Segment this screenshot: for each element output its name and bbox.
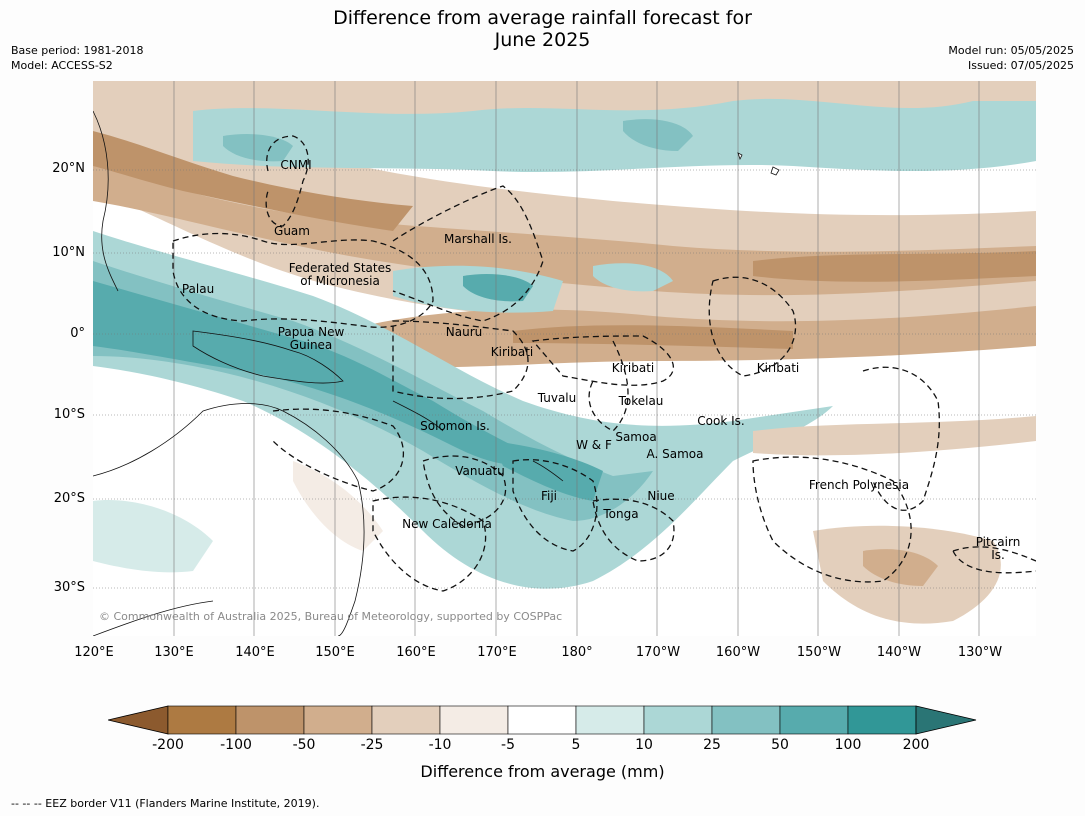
lon-label-180: 180° (561, 645, 593, 660)
region-fsm-line-1: Federated States (288, 261, 392, 275)
colorbar-segment (711, 705, 781, 735)
region-kiribati-central: Kiribati (611, 361, 655, 375)
lon-label-170w: 170°W (635, 645, 681, 660)
region-palau: Palau (181, 282, 215, 296)
lon-label-130w: 130°W (957, 645, 1003, 660)
gridlines (93, 81, 1036, 636)
lat-label-10n: 10°N (52, 245, 85, 260)
map-field (93, 81, 1036, 636)
lat-label-10s: 10°S (53, 407, 85, 422)
colorbar-segment (507, 705, 577, 735)
colorbar-extend-high (915, 705, 977, 735)
colorbar-tick-label: 200 (902, 737, 930, 753)
region-cnmi: CNMI (280, 158, 312, 172)
region-tuvalu: Tuvalu (537, 391, 577, 405)
base-period: Base period: 1981-2018 (11, 44, 144, 57)
copyright-notice: © Commonwealth of Australia 2025, Bureau… (99, 610, 563, 623)
region-fiji: Fiji (540, 489, 558, 503)
colorbar-extend-low (108, 705, 169, 735)
region-kiribati-east: Kiribati (756, 361, 800, 375)
region-vanuatu: Vanuatu (455, 464, 505, 478)
colorbar-label: Difference from average (mm) (420, 762, 665, 781)
colorbar-tick-label: -100 (220, 737, 252, 753)
colorbar-segment (779, 705, 849, 735)
region-pitcairn: Pitcairn Is. (976, 536, 1021, 562)
lon-label-140w: 140°W (876, 645, 922, 660)
region-png-line-2: Guinea (289, 338, 333, 352)
rainfall-map (93, 81, 1036, 636)
region-marshall: Marshall Is. (444, 232, 512, 246)
region-samoa: Samoa (615, 430, 657, 444)
region-fsm-line-2: of Micronesia (300, 274, 380, 288)
colorbar (108, 705, 977, 735)
region-pitcairn-line-1: Pitcairn (975, 535, 1021, 549)
lon-label-120e: 120°E (74, 645, 114, 660)
colorbar-tick-label: -200 (152, 737, 184, 753)
colorbar-tick-label: -25 (360, 737, 384, 753)
colorbar-segment (575, 705, 645, 735)
model-run: Model run: 05/05/2025 (948, 44, 1074, 57)
colorbar-tick-label: 10 (635, 737, 653, 753)
region-cook: Cook Is. (697, 414, 745, 428)
region-png: Papua New Guinea (278, 326, 345, 352)
region-wallis-futuna: W & F (576, 438, 612, 452)
coastlines (93, 110, 564, 636)
lon-label-150e: 150°E (315, 645, 355, 660)
region-niue: Niue (647, 489, 675, 503)
region-png-line-1: Papua New (277, 325, 345, 339)
region-tokelau: Tokelau (618, 394, 664, 408)
lat-label-0: 0° (70, 326, 85, 341)
lon-label-160w: 160°W (715, 645, 761, 660)
colorbar-segment (235, 705, 305, 735)
region-american-samoa: A. Samoa (646, 447, 704, 461)
region-pitcairn-line-2: Is. (991, 548, 1005, 562)
map-title: Difference from average rainfall forecas… (0, 7, 1085, 51)
lon-label-150w: 150°W (796, 645, 842, 660)
region-kiribati-west: Kiribati (490, 345, 534, 359)
region-tonga: Tonga (603, 507, 639, 521)
region-guam: Guam (274, 224, 310, 238)
lat-label-30s: 30°S (53, 580, 85, 595)
colorbar-tick-label: -10 (428, 737, 452, 753)
colorbar-tick-label: -50 (292, 737, 316, 753)
issued-date: Issued: 07/05/2025 (967, 59, 1074, 72)
colorbar-segment (371, 705, 441, 735)
region-fsm: Federated States of Micronesia (289, 262, 391, 288)
eez-footnote: -- -- -- EEZ border V11 (Flanders Marine… (11, 797, 320, 810)
lat-label-20n: 20°N (52, 161, 85, 176)
lon-label-160e: 160°E (396, 645, 436, 660)
meta-left: Base period: 1981-2018 Model: ACCESS-S2 (11, 43, 143, 73)
region-new-caledonia: New Caledonia (402, 517, 492, 531)
islands (737, 152, 780, 176)
title-line-2: June 2025 (494, 29, 591, 51)
lat-label-20s: 20°S (53, 491, 85, 506)
colorbar-tick-label: 25 (703, 737, 721, 753)
colorbar-segment (303, 705, 373, 735)
lon-label-140e: 140°E (235, 645, 275, 660)
colorbar-segment (167, 705, 237, 735)
colorbar-tick-label: 50 (771, 737, 789, 753)
colorbar-tick-label: 100 (834, 737, 862, 753)
lon-label-130e: 130°E (154, 645, 194, 660)
model-name: Model: ACCESS-S2 (11, 59, 113, 72)
region-solomon: Solomon Is. (420, 419, 490, 433)
colorbar-tick-label: -5 (501, 737, 515, 753)
title-line-1: Difference from average rainfall forecas… (333, 7, 752, 29)
meta-right: Model run: 05/05/2025 Issued: 07/05/2025 (948, 43, 1074, 73)
eez-borders (172, 135, 1036, 592)
colorbar-segment (439, 705, 509, 735)
colorbar-tick-label: 5 (571, 737, 581, 753)
colorbar-segment (847, 705, 917, 735)
lon-label-170e: 170°E (477, 645, 517, 660)
region-french-polynesia: French Polynesia (808, 478, 910, 492)
colorbar-segment (643, 705, 713, 735)
region-nauru: Nauru (445, 325, 483, 339)
